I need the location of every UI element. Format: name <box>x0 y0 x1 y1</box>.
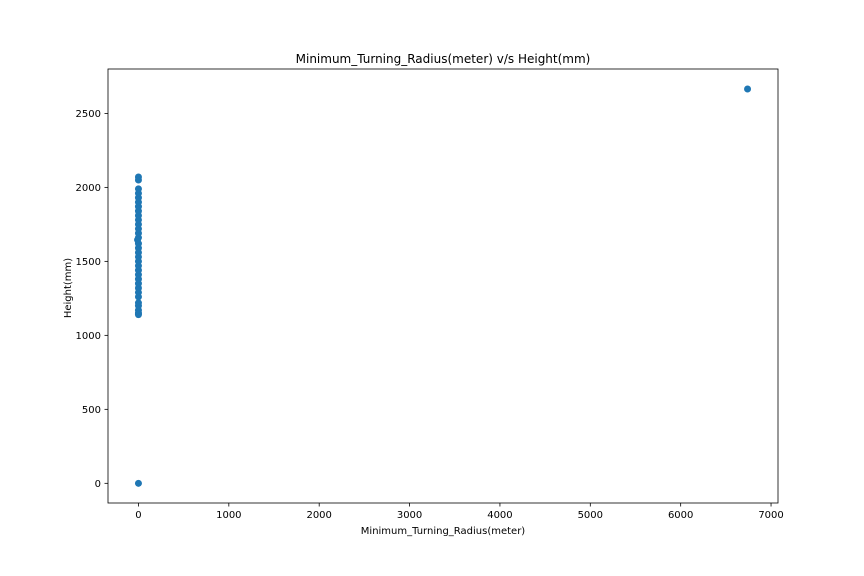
y-axis-ticks: 0 500 1000 1500 2000 2500 <box>76 109 108 490</box>
x-tick-label: 5000 <box>578 510 603 521</box>
x-tick-label: 2000 <box>306 510 331 521</box>
x-tick-label: 6000 <box>668 510 693 521</box>
y-tick-label: 1000 <box>76 331 101 342</box>
y-tick-label: 2000 <box>76 183 101 194</box>
plot-area-frame <box>107 68 779 504</box>
x-axis-ticks: 0 1000 2000 3000 4000 5000 6000 7000 <box>135 503 784 521</box>
scatter-point <box>134 479 142 487</box>
y-tick-label: 1500 <box>76 257 101 268</box>
y-axis-label: Height(mm) <box>63 258 74 318</box>
y-tick-label: 500 <box>82 405 101 416</box>
x-tick-label: 4000 <box>487 510 512 521</box>
data-points <box>134 85 752 487</box>
x-tick-label: 3000 <box>397 510 422 521</box>
chart-title: Minimum_Turning_Radius(meter) v/s Height… <box>296 52 591 66</box>
x-tick-label: 1000 <box>216 510 241 521</box>
x-tick-label: 7000 <box>758 510 783 521</box>
scatter-point <box>134 173 142 181</box>
scatter-point <box>134 185 142 193</box>
x-tick-label: 0 <box>135 510 141 521</box>
y-tick-label: 2500 <box>76 109 101 120</box>
y-tick-label: 0 <box>95 479 101 490</box>
scatter-point <box>134 299 142 307</box>
scatter-point <box>744 85 752 93</box>
x-axis-label: Minimum_Turning_Radius(meter) <box>361 526 526 537</box>
